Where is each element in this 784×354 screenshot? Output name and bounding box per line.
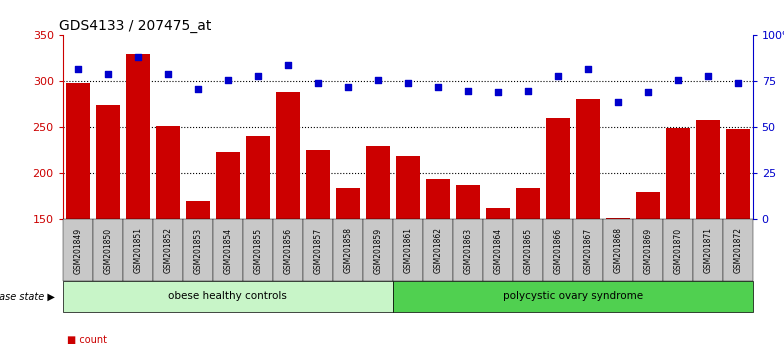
Bar xyxy=(636,192,659,219)
Bar xyxy=(186,201,209,219)
Bar xyxy=(485,207,510,219)
Bar xyxy=(695,120,720,219)
Point xyxy=(401,80,414,86)
Bar xyxy=(306,150,330,219)
Bar xyxy=(516,188,539,219)
Text: disease state ▶: disease state ▶ xyxy=(0,291,55,302)
Point xyxy=(101,71,114,77)
Bar xyxy=(726,129,750,219)
Text: GSM201857: GSM201857 xyxy=(313,227,322,274)
Point xyxy=(132,55,144,60)
Text: GSM201870: GSM201870 xyxy=(673,227,682,274)
Text: polycystic ovary syndrome: polycystic ovary syndrome xyxy=(503,291,643,302)
Text: GSM201861: GSM201861 xyxy=(403,228,412,273)
Text: GSM201854: GSM201854 xyxy=(223,227,232,274)
Text: GSM201850: GSM201850 xyxy=(103,227,112,274)
Bar xyxy=(606,218,630,219)
Bar xyxy=(426,179,450,219)
Bar xyxy=(125,54,150,219)
Text: GSM201872: GSM201872 xyxy=(733,228,742,273)
Text: GSM201855: GSM201855 xyxy=(253,227,262,274)
Text: GSM201849: GSM201849 xyxy=(73,227,82,274)
Text: GSM201865: GSM201865 xyxy=(523,227,532,274)
Point xyxy=(431,84,444,90)
Point xyxy=(492,90,504,95)
Text: GSM201866: GSM201866 xyxy=(554,227,562,274)
Point xyxy=(341,84,354,90)
Bar xyxy=(156,126,180,219)
Point xyxy=(521,88,534,93)
Point xyxy=(702,73,714,79)
Point xyxy=(252,73,264,79)
Point xyxy=(731,80,744,86)
Bar xyxy=(575,99,600,219)
Text: GSM201859: GSM201859 xyxy=(373,227,382,274)
Point xyxy=(281,62,294,68)
Text: GSM201851: GSM201851 xyxy=(133,228,142,273)
Text: GSM201863: GSM201863 xyxy=(463,227,472,274)
Text: GSM201858: GSM201858 xyxy=(343,228,352,273)
Bar xyxy=(245,136,270,219)
Bar xyxy=(666,129,690,219)
Point xyxy=(551,73,564,79)
Point xyxy=(462,88,474,93)
Text: GSM201869: GSM201869 xyxy=(643,227,652,274)
Point xyxy=(582,66,594,72)
Bar xyxy=(276,92,299,219)
Text: GSM201868: GSM201868 xyxy=(613,228,622,273)
Text: GSM201867: GSM201867 xyxy=(583,227,592,274)
Bar xyxy=(546,118,570,219)
Point xyxy=(372,77,384,82)
Text: ■ count: ■ count xyxy=(67,335,107,345)
Bar xyxy=(365,146,390,219)
Bar xyxy=(336,188,360,219)
Text: GSM201853: GSM201853 xyxy=(193,227,202,274)
Point xyxy=(311,80,324,86)
Text: GSM201852: GSM201852 xyxy=(163,228,172,273)
Text: GSM201856: GSM201856 xyxy=(283,227,292,274)
Point xyxy=(162,71,174,77)
Text: GSM201862: GSM201862 xyxy=(434,228,442,273)
Point xyxy=(671,77,684,82)
Text: GDS4133 / 207475_at: GDS4133 / 207475_at xyxy=(60,19,212,33)
Bar xyxy=(456,184,480,219)
Text: GSM201871: GSM201871 xyxy=(703,228,712,273)
Text: GSM201864: GSM201864 xyxy=(493,227,503,274)
Bar xyxy=(96,105,120,219)
Bar xyxy=(396,156,419,219)
Text: obese healthy controls: obese healthy controls xyxy=(169,291,287,302)
Point xyxy=(612,99,624,104)
Point xyxy=(641,90,654,95)
Point xyxy=(221,77,234,82)
Point xyxy=(71,66,84,72)
Bar xyxy=(216,152,240,219)
Bar xyxy=(66,83,89,219)
Point xyxy=(191,86,204,92)
